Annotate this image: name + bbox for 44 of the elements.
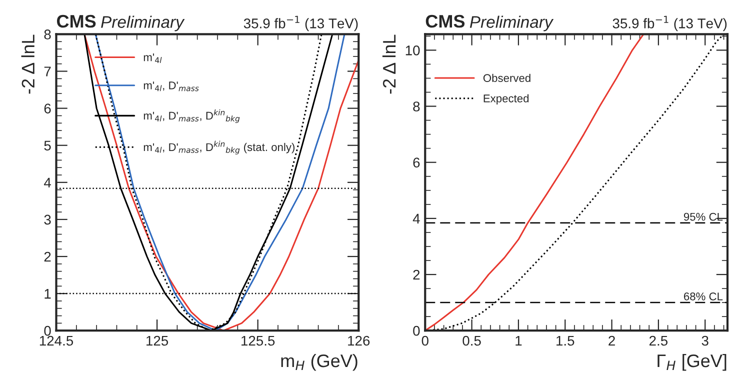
legend-label: m'$_{4l}$ [144, 53, 162, 63]
y-axis-title: -2 Δ lnL [382, 34, 396, 94]
y-tick-label: 4 [412, 214, 420, 224]
x-tick-label: 125.5 [242, 336, 275, 346]
y-tick-label: 10 [406, 46, 420, 56]
text: 35.9 fb$^{−1}$ (13 TeV) [612, 16, 727, 32]
y-tick-label: 8 [413, 102, 420, 112]
x-tick-label: 126 [348, 336, 370, 346]
y-tick-label: 6 [413, 158, 420, 168]
chart-subtitle: Preliminary [470, 16, 554, 32]
legend-label: Expected [484, 94, 529, 105]
x-tick-label: 1.5 [556, 336, 574, 346]
legend-label: m'$_{4l}$, D'$_{mass}$, D$^{kin}$$_{bkg}$ (stat. only) [144, 140, 294, 154]
y-tick-label: 1 [44, 289, 51, 299]
y-tick-label: 2 [413, 270, 420, 280]
y-tick-label: 0 [413, 326, 420, 336]
y-tick-label: 0 [44, 326, 51, 336]
ref-line-label: 95% CL [684, 212, 723, 221]
chart-title: CMS [426, 14, 465, 28]
x-axis-title: Γ$_{H}$ [GeV] [658, 354, 726, 371]
y-tick-label: 8 [44, 30, 51, 40]
y-tick-label: 6 [44, 104, 51, 114]
text: 35.9 fb$^{−1}$ (13 TeV) [244, 16, 358, 32]
x-tick-label: 0 [422, 336, 428, 346]
chart-subtitle: Preliminary [101, 16, 185, 32]
x-tick-label: 2.5 [649, 336, 668, 346]
legend-label: m'$_{4l}$, D'$_{mass}$ [144, 82, 199, 92]
x-tick-label: 0.5 [462, 336, 481, 346]
y-tick-label: 2 [44, 252, 51, 262]
x-tick-label: 2 [608, 336, 615, 346]
legend-label: m'$_{4l}$, D'$_{mass}$, D$^{kin}$$_{bkg}$ [144, 109, 240, 123]
legend-label: Observed [483, 74, 530, 82]
y-tick-label: 3 [44, 214, 51, 225]
y-axis-title: -2 Δ lnL [21, 34, 34, 94]
y-tick-label: 5 [44, 140, 51, 151]
ref-line-label: 68% CL [684, 292, 723, 300]
chart-title: CMS [56, 14, 96, 28]
x-tick-label: 1 [516, 336, 522, 346]
y-tick-label: 7 [44, 66, 51, 76]
x-tick-label: 125 [146, 336, 168, 346]
y-tick-label: 4 [44, 178, 51, 188]
x-tick-label: 3 [702, 336, 708, 346]
x-tick-label: 124.5 [40, 336, 74, 346]
x-axis-title: m$_{H}$ (GeV) [281, 354, 358, 371]
